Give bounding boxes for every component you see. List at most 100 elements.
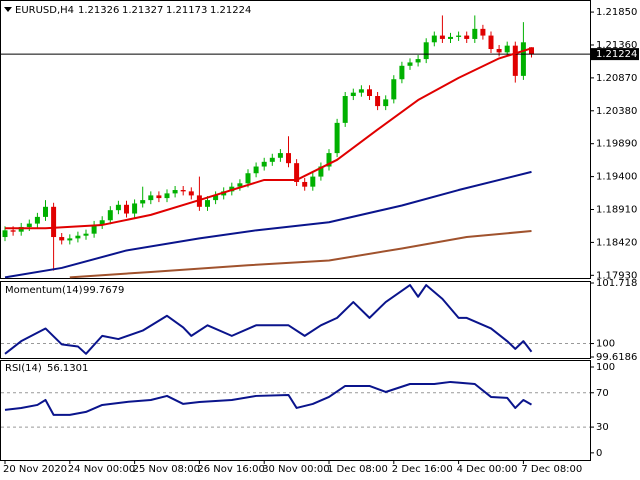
- chart-title: EURUSD,H4: [15, 5, 74, 16]
- y-tick-label: 100: [596, 362, 615, 373]
- candle-body: [107, 210, 113, 221]
- candle-body: [456, 35, 462, 37]
- candle-body: [318, 166, 324, 177]
- y-tick-label: 100: [596, 339, 615, 350]
- indicator-value: 99.7679: [83, 285, 124, 296]
- y-tick-label: 70: [596, 388, 609, 399]
- candle-body: [253, 166, 259, 174]
- candle-body: [464, 35, 470, 39]
- series-line: [4, 284, 533, 355]
- y-tick-label: 99.6186: [596, 352, 637, 363]
- candle-body: [415, 59, 421, 63]
- menu-triangle: [4, 7, 12, 12]
- candle-body: [132, 203, 138, 214]
- x-tick-label: 24 Nov 00:00: [68, 464, 135, 475]
- pane-frame: [0, 360, 591, 461]
- price-box: [591, 48, 639, 61]
- y-tick-label: 1.18420: [596, 237, 637, 248]
- candle-body: [488, 35, 494, 50]
- candle-body: [342, 96, 348, 123]
- pane-frame: [0, 0, 591, 279]
- y-tick-label: 1.17930: [596, 270, 637, 281]
- ohlc-value: 1.21224: [210, 5, 251, 16]
- x-tick-label: 25 Nov 08:00: [133, 464, 200, 475]
- candle-body: [26, 223, 32, 227]
- y-tick-label: 1.18910: [596, 205, 637, 216]
- series-line: [4, 170, 532, 279]
- candle-body: [358, 89, 364, 93]
- candle-body: [504, 45, 510, 53]
- candle-body: [407, 62, 413, 66]
- candle-body: [59, 237, 65, 241]
- y-tick-label: 0: [596, 448, 602, 459]
- candle-body: [399, 65, 405, 80]
- y-tick-label: 30: [596, 422, 609, 433]
- x-tick-label: 20 Nov 2020: [3, 464, 67, 475]
- candle-body: [99, 220, 105, 225]
- pane-frame: [0, 281, 591, 359]
- candle-body: [520, 42, 526, 76]
- candle-body: [310, 176, 316, 187]
- indicator-value: 56.1301: [47, 363, 88, 374]
- candle-body: [43, 206, 48, 217]
- candle-body: [326, 153, 332, 167]
- ohlc-value: 1.21326: [78, 5, 119, 16]
- y-tick-label: 1.19890: [596, 139, 637, 150]
- candle-body: [472, 28, 478, 39]
- y-tick-label: 101.718: [596, 278, 637, 289]
- ohlc-value: 1.21327: [122, 5, 163, 16]
- candle-body: [391, 79, 397, 100]
- x-tick-label: 4 Dec 00:00: [457, 464, 518, 475]
- y-tick-label: 1.19400: [596, 172, 637, 183]
- candle-body: [51, 206, 57, 238]
- candle-body: [237, 183, 243, 187]
- candle-body: [367, 89, 372, 97]
- price-label: 1.21224: [596, 49, 637, 60]
- candle-body: [67, 238, 73, 241]
- candle-body: [140, 200, 146, 204]
- x-tick-label: 7 Dec 08:00: [521, 464, 582, 475]
- candle-body: [164, 193, 170, 199]
- candle-body: [124, 204, 129, 214]
- candle-body: [383, 99, 389, 107]
- candle-body: [180, 190, 186, 192]
- candle-body: [375, 96, 381, 107]
- candle-body: [529, 47, 534, 55]
- candle-body: [448, 36, 453, 39]
- candle-body: [188, 191, 194, 196]
- candle-body: [148, 195, 154, 201]
- series-line: [4, 380, 533, 416]
- candle-body: [18, 226, 24, 232]
- candle-body: [439, 35, 445, 39]
- candle-body: [172, 190, 178, 194]
- candle-body: [83, 233, 89, 236]
- candle-body: [34, 216, 40, 224]
- candle-body: [277, 153, 283, 158]
- candle-body: [156, 195, 162, 199]
- candle-body: [75, 235, 81, 239]
- candle-body: [334, 122, 340, 154]
- y-tick-label: 1.20380: [596, 106, 637, 117]
- candle-body: [245, 173, 251, 184]
- candle-body: [91, 224, 97, 234]
- x-tick-label: 1 Dec 08:00: [327, 464, 388, 475]
- indicator-title: RSI(14): [5, 363, 42, 374]
- series-line: [69, 229, 532, 279]
- candle-body: [205, 200, 210, 207]
- candle-body: [213, 195, 219, 201]
- candle-body: [302, 181, 308, 187]
- candle-body: [2, 230, 8, 238]
- ohlc-value: 1.21173: [166, 5, 207, 16]
- indicator-title: Momentum(14): [5, 285, 83, 296]
- y-tick-label: 1.21360: [596, 40, 637, 51]
- candle-body: [496, 49, 502, 53]
- candle-body: [512, 45, 518, 76]
- candle-body: [431, 35, 437, 43]
- candle-body: [269, 157, 275, 162]
- candle-body: [480, 28, 486, 36]
- y-tick-label: 1.20870: [596, 73, 637, 84]
- x-tick-label: 26 Nov 16:00: [197, 464, 264, 475]
- series-line: [5, 47, 532, 230]
- candle-body: [294, 163, 300, 182]
